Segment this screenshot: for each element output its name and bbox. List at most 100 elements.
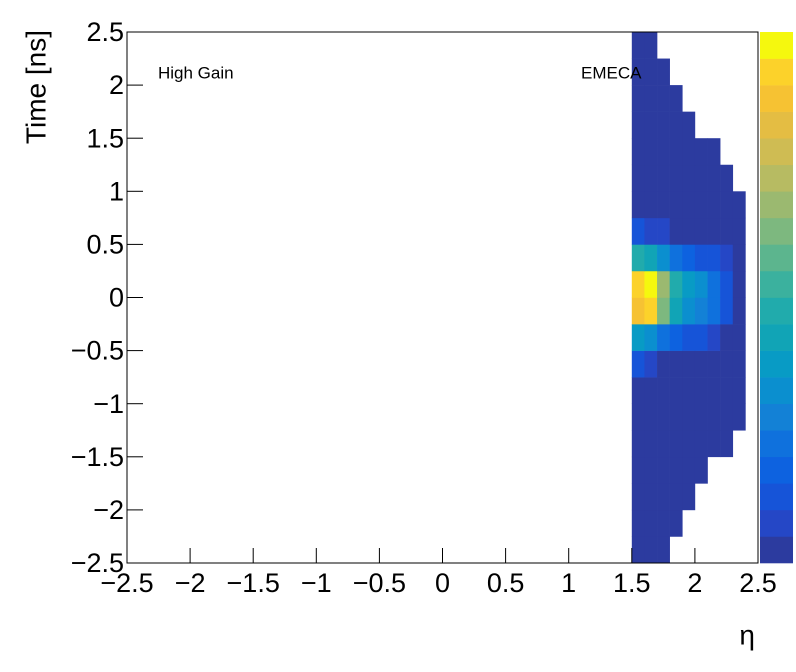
heatmap-cell <box>657 138 670 166</box>
y-tick-label: −2 <box>93 495 124 525</box>
y-tick-label: −2.5 <box>71 548 124 578</box>
heatmap-cell <box>631 297 645 325</box>
heatmap-cell <box>707 350 721 378</box>
heatmap-cell <box>669 403 683 431</box>
heatmap-cell <box>669 324 683 351</box>
heatmap-cell <box>669 456 683 484</box>
heatmap-cell <box>631 85 645 112</box>
heatmap-cell <box>657 483 670 511</box>
heatmap-cell <box>720 191 734 219</box>
heatmap-cell <box>682 456 696 484</box>
heatmap-cell <box>694 430 708 458</box>
color-bar-step <box>760 430 793 458</box>
color-bar-step <box>760 270 793 298</box>
heatmap-cell <box>657 509 670 537</box>
y-tick-label: 1 <box>109 176 124 206</box>
heatmap-cell <box>707 377 721 404</box>
heatmap-cell <box>720 430 734 458</box>
heatmap-cell <box>669 217 683 245</box>
heatmap-cell <box>694 138 708 166</box>
heatmap-cell <box>694 244 708 272</box>
heatmap-cell <box>644 324 658 351</box>
heatmap-cell <box>669 191 683 219</box>
y-tick-label: 2.5 <box>86 17 124 47</box>
y-tick-label: −0.5 <box>71 336 124 366</box>
heatmap-cell <box>657 111 670 139</box>
heatmap-cell <box>669 85 683 112</box>
heatmap-cell <box>732 297 746 325</box>
x-tick-label: 2 <box>687 568 702 598</box>
heatmap-cell <box>631 32 645 59</box>
heatmap-cell <box>657 244 670 272</box>
heatmap-cell <box>631 403 645 431</box>
heatmap-cell <box>657 270 670 298</box>
heatmap-cell <box>644 536 658 564</box>
heatmap-cell <box>644 403 658 431</box>
heatmap-cell <box>644 377 658 404</box>
heatmap-cell <box>644 58 658 86</box>
heatmap-cell <box>631 111 645 139</box>
heatmap-cell <box>707 270 721 298</box>
color-bar <box>760 32 793 564</box>
heatmap-cell <box>644 430 658 458</box>
y-tick-label: 2 <box>109 70 124 100</box>
heatmap-cell <box>644 297 658 325</box>
heatmap-cell <box>631 377 645 404</box>
heatmap-cell <box>682 191 696 219</box>
heatmap-cell <box>657 377 670 404</box>
heatmap-cell <box>631 509 645 537</box>
heatmap-cell <box>720 244 734 272</box>
heatmap-cell <box>707 430 721 458</box>
heatmap-cell <box>644 164 658 192</box>
heatmap-cell <box>720 324 734 351</box>
heatmap-cell <box>682 111 696 139</box>
color-bar-step <box>760 536 793 564</box>
heatmap-cell <box>682 138 696 166</box>
heatmap-cell <box>707 191 721 219</box>
annotation: High Gain <box>158 63 234 82</box>
heatmap-cell <box>694 324 708 351</box>
y-tick-label: 0 <box>109 283 124 313</box>
heatmap-cell <box>669 297 683 325</box>
x-tick-label: 1.5 <box>613 568 651 598</box>
heatmap-cell <box>657 430 670 458</box>
heatmap-cell <box>631 164 645 192</box>
heatmap-cell <box>657 297 670 325</box>
heatmap-cell <box>657 403 670 431</box>
heatmap-cell <box>644 350 658 378</box>
color-bar-step <box>760 138 793 166</box>
heatmap-cell <box>682 430 696 458</box>
heatmap-cell <box>631 456 645 484</box>
heatmap-cell <box>657 164 670 192</box>
heatmap-cell <box>682 297 696 325</box>
x-tick-label: −2.5 <box>100 568 153 598</box>
color-bar-step <box>760 456 793 484</box>
heatmap-cell <box>631 324 645 351</box>
color-bar-step <box>760 111 793 139</box>
color-bar-step <box>760 377 793 404</box>
heatmap-cell <box>694 217 708 245</box>
x-tick-label: 2.5 <box>739 568 777 598</box>
heatmap-cell <box>682 270 696 298</box>
x-tick-label: 0 <box>435 568 450 598</box>
heatmap-cell <box>669 377 683 404</box>
heatmap-cell <box>669 483 683 511</box>
x-tick-label: −2 <box>175 568 206 598</box>
heatmap-cell <box>669 111 683 139</box>
heatmap-cell <box>657 217 670 245</box>
heatmap-cell <box>631 191 645 219</box>
heatmap-cell <box>732 244 746 272</box>
heatmap-cell <box>694 270 708 298</box>
heatmap-cell <box>682 403 696 431</box>
color-bar-step <box>760 58 793 86</box>
heatmap-cell <box>682 483 696 511</box>
color-bar-step <box>760 32 793 59</box>
heatmap-cell <box>669 509 683 537</box>
color-bar-step <box>760 509 793 537</box>
heatmap-cell <box>707 138 721 166</box>
heatmap-cell <box>682 244 696 272</box>
heatmap-cell <box>631 350 645 378</box>
heatmap-cell <box>682 164 696 192</box>
color-bar-step <box>760 217 793 245</box>
heatmap-cell <box>631 483 645 511</box>
